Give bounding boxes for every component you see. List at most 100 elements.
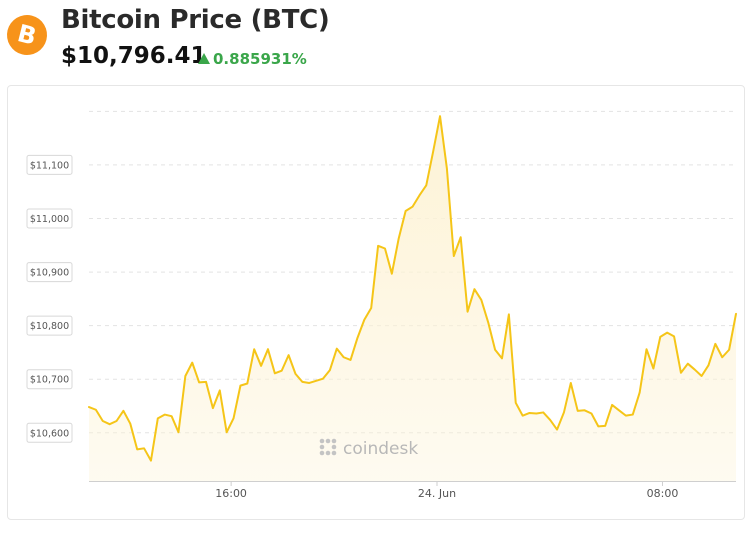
data-point[interactable]: [252, 347, 257, 352]
data-point[interactable]: [155, 416, 160, 421]
data-point[interactable]: [100, 419, 105, 424]
data-point[interactable]: [321, 376, 326, 381]
y-tick: $11,000: [26, 208, 73, 229]
data-point[interactable]: [369, 305, 374, 310]
data-point[interactable]: [190, 360, 195, 365]
data-point[interactable]: [582, 408, 587, 413]
data-point[interactable]: [376, 243, 381, 248]
data-point[interactable]: [217, 388, 222, 393]
data-point[interactable]: [458, 235, 463, 240]
data-point[interactable]: [403, 209, 408, 214]
data-point[interactable]: [300, 379, 305, 384]
data-point[interactable]: [493, 347, 498, 352]
data-point[interactable]: [245, 381, 250, 386]
data-point[interactable]: [183, 374, 188, 379]
data-point[interactable]: [555, 427, 560, 432]
data-point[interactable]: [472, 287, 477, 292]
data-point[interactable]: [238, 383, 243, 388]
data-point[interactable]: [616, 408, 621, 413]
data-point[interactable]: [541, 410, 546, 415]
data-point[interactable]: [348, 357, 353, 362]
data-point[interactable]: [727, 347, 732, 352]
data-point[interactable]: [107, 422, 112, 427]
data-point[interactable]: [438, 114, 443, 119]
data-point[interactable]: [706, 363, 711, 368]
data-point[interactable]: [424, 183, 429, 188]
data-point[interactable]: [561, 410, 566, 415]
data-point[interactable]: [169, 414, 174, 419]
data-point[interactable]: [658, 334, 663, 339]
data-point[interactable]: [307, 380, 312, 385]
data-point[interactable]: [713, 341, 718, 346]
data-point[interactable]: [334, 346, 339, 351]
data-point[interactable]: [678, 370, 683, 375]
data-point[interactable]: [265, 347, 270, 352]
x-tick-label: 16:00: [215, 487, 247, 500]
data-point[interactable]: [548, 417, 553, 422]
data-point[interactable]: [87, 405, 92, 410]
data-point[interactable]: [685, 361, 690, 366]
data-point[interactable]: [486, 320, 491, 325]
data-point[interactable]: [568, 380, 573, 385]
data-point[interactable]: [479, 297, 484, 302]
data-point[interactable]: [148, 458, 153, 463]
data-point[interactable]: [382, 246, 387, 251]
data-point[interactable]: [121, 408, 126, 413]
data-point[interactable]: [93, 407, 98, 412]
data-point[interactable]: [279, 368, 284, 373]
data-point[interactable]: [596, 424, 601, 429]
data-point[interactable]: [575, 408, 580, 413]
data-point[interactable]: [610, 402, 615, 407]
data-point[interactable]: [499, 356, 504, 361]
data-point[interactable]: [362, 317, 367, 322]
data-point[interactable]: [314, 378, 319, 383]
data-point[interactable]: [527, 410, 532, 415]
data-point[interactable]: [162, 412, 167, 417]
data-point[interactable]: [128, 421, 133, 426]
data-point[interactable]: [341, 355, 346, 360]
data-point[interactable]: [210, 406, 215, 411]
data-point[interactable]: [431, 149, 436, 154]
data-point[interactable]: [286, 353, 291, 358]
data-point[interactable]: [142, 446, 147, 451]
data-point[interactable]: [692, 367, 697, 372]
data-point[interactable]: [672, 334, 677, 339]
y-tick-label: $10,800: [30, 321, 69, 332]
data-point[interactable]: [699, 374, 704, 379]
data-point[interactable]: [114, 419, 119, 424]
data-point[interactable]: [623, 413, 628, 418]
data-point[interactable]: [396, 236, 401, 241]
data-point[interactable]: [603, 423, 608, 428]
data-point[interactable]: [534, 411, 539, 416]
data-point[interactable]: [355, 335, 360, 340]
data-point[interactable]: [293, 371, 298, 376]
price-chart[interactable]: $10,600 $10,700 $10,800 $10,900 $11,000 $11,1…: [8, 86, 746, 521]
data-point[interactable]: [734, 311, 739, 316]
data-point[interactable]: [506, 312, 511, 317]
data-point[interactable]: [410, 204, 415, 209]
data-point[interactable]: [651, 366, 656, 371]
data-point[interactable]: [444, 166, 449, 171]
data-point[interactable]: [224, 430, 229, 435]
data-point[interactable]: [135, 447, 140, 452]
data-point[interactable]: [204, 379, 209, 384]
data-point[interactable]: [513, 400, 518, 405]
data-point[interactable]: [389, 271, 394, 276]
data-point[interactable]: [720, 355, 725, 360]
data-point[interactable]: [272, 371, 277, 376]
data-point[interactable]: [589, 411, 594, 416]
data-point[interactable]: [231, 416, 236, 421]
data-point[interactable]: [520, 413, 525, 418]
data-point[interactable]: [451, 254, 456, 259]
data-point[interactable]: [465, 309, 470, 314]
data-point[interactable]: [665, 330, 670, 335]
data-point[interactable]: [644, 347, 649, 352]
data-point[interactable]: [176, 430, 181, 435]
data-point[interactable]: [630, 412, 635, 417]
data-point[interactable]: [327, 368, 332, 373]
data-point[interactable]: [197, 380, 202, 385]
data-point[interactable]: [259, 363, 264, 368]
data-point[interactable]: [417, 193, 422, 198]
page-title: Bitcoin Price (BTC): [61, 5, 330, 35]
data-point[interactable]: [637, 390, 642, 395]
